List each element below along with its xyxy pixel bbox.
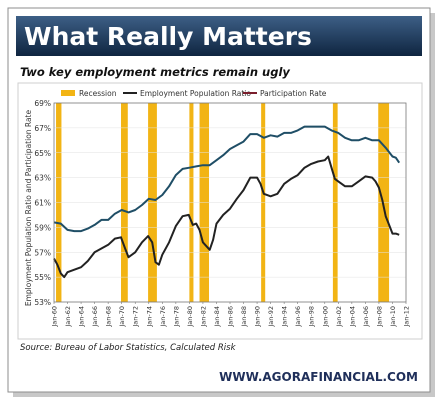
series-employment-population-ratio xyxy=(53,155,400,279)
x-tick-label-3: Jan-66 xyxy=(91,306,99,328)
x-tick-label-20: Jan-00 xyxy=(321,306,329,328)
y-tick-label-8: 69% xyxy=(34,99,51,108)
x-tick-label-2: Jan-64 xyxy=(78,306,86,328)
legend: Recession Employment Population Ratio Pa… xyxy=(61,89,327,98)
x-tick-label-12: Jan-84 xyxy=(213,306,221,328)
y-tick-label-4: 61% xyxy=(34,199,51,208)
x-tick-label-24: Jan-08 xyxy=(375,306,383,328)
x-tick-label-14: Jan-88 xyxy=(240,306,248,328)
x-tick-label-16: Jan-92 xyxy=(267,306,275,328)
x-tick-label-23: Jan-06 xyxy=(362,306,370,328)
banner-title: What Really Matters xyxy=(24,22,312,51)
x-tick-label-7: Jan-74 xyxy=(145,306,153,328)
website-link[interactable]: WWW.AGORAFINANCIAL.COM xyxy=(219,370,418,384)
y-tick-label-0: 53% xyxy=(34,298,51,307)
x-tick-label-11: Jan-82 xyxy=(199,306,207,328)
x-tick-label-9: Jan-78 xyxy=(172,306,180,328)
y-tick-label-6: 65% xyxy=(34,149,51,158)
x-tick-label-25: Jan-10 xyxy=(389,306,397,328)
legend-label-recession: Recession xyxy=(79,89,117,98)
x-tick-label-17: Jan-94 xyxy=(281,306,289,328)
x-tick-label-26: Jan-12 xyxy=(403,306,411,328)
y-tick-labels: 53% 55% 57% 59% 61% 63% 65% 67% 69% xyxy=(34,99,51,307)
y-tick-label-7: 67% xyxy=(34,124,51,133)
x-tick-label-18: Jan-96 xyxy=(294,306,302,328)
series-participation-rate xyxy=(53,125,401,233)
x-tick-label-13: Jan-86 xyxy=(227,306,235,328)
y-tick-label-5: 63% xyxy=(34,174,51,183)
series-lines xyxy=(53,125,401,279)
legend-label-employment: Employment Population Ratio xyxy=(140,89,251,98)
x-tick-label-21: Jan-02 xyxy=(335,306,343,328)
x-tick-labels: Jan-60 Jan-62 Jan-64 Jan-66 Jan-68 Jan-70 Jan-… xyxy=(51,302,411,328)
y-tick-label-1: 55% xyxy=(34,273,51,282)
x-tick-label-6: Jan-72 xyxy=(132,306,140,328)
legend-swatch-recession xyxy=(61,90,75,96)
x-tick-label-4: Jan-68 xyxy=(105,306,113,328)
source-note: Source: Bureau of Labor Statistics, Calc… xyxy=(20,343,237,353)
title-banner xyxy=(16,16,422,56)
legend-label-participation: Participation Rate xyxy=(260,89,327,98)
chart-subtitle: Two key employment metrics remain ugly xyxy=(20,65,290,79)
x-tick-label-22: Jan-04 xyxy=(348,306,356,328)
y-gridlines xyxy=(54,127,406,278)
x-tick-label-0: Jan-60 xyxy=(51,306,59,328)
x-tick-label-15: Jan-90 xyxy=(254,306,262,328)
chart-panel xyxy=(17,82,423,340)
x-tick-label-1: Jan-62 xyxy=(64,306,72,328)
x-tick-label-5: Jan-70 xyxy=(118,306,126,328)
x-tick-label-10: Jan-80 xyxy=(186,306,194,328)
y-axis-label: Employment Population Ratio and Particip… xyxy=(24,110,33,307)
plot-border xyxy=(53,102,407,303)
y-tick-label-3: 59% xyxy=(34,223,51,232)
x-tick-label-19: Jan-98 xyxy=(308,306,316,328)
x-tick-label-8: Jan-76 xyxy=(159,306,167,328)
y-tick-label-2: 57% xyxy=(34,248,51,257)
